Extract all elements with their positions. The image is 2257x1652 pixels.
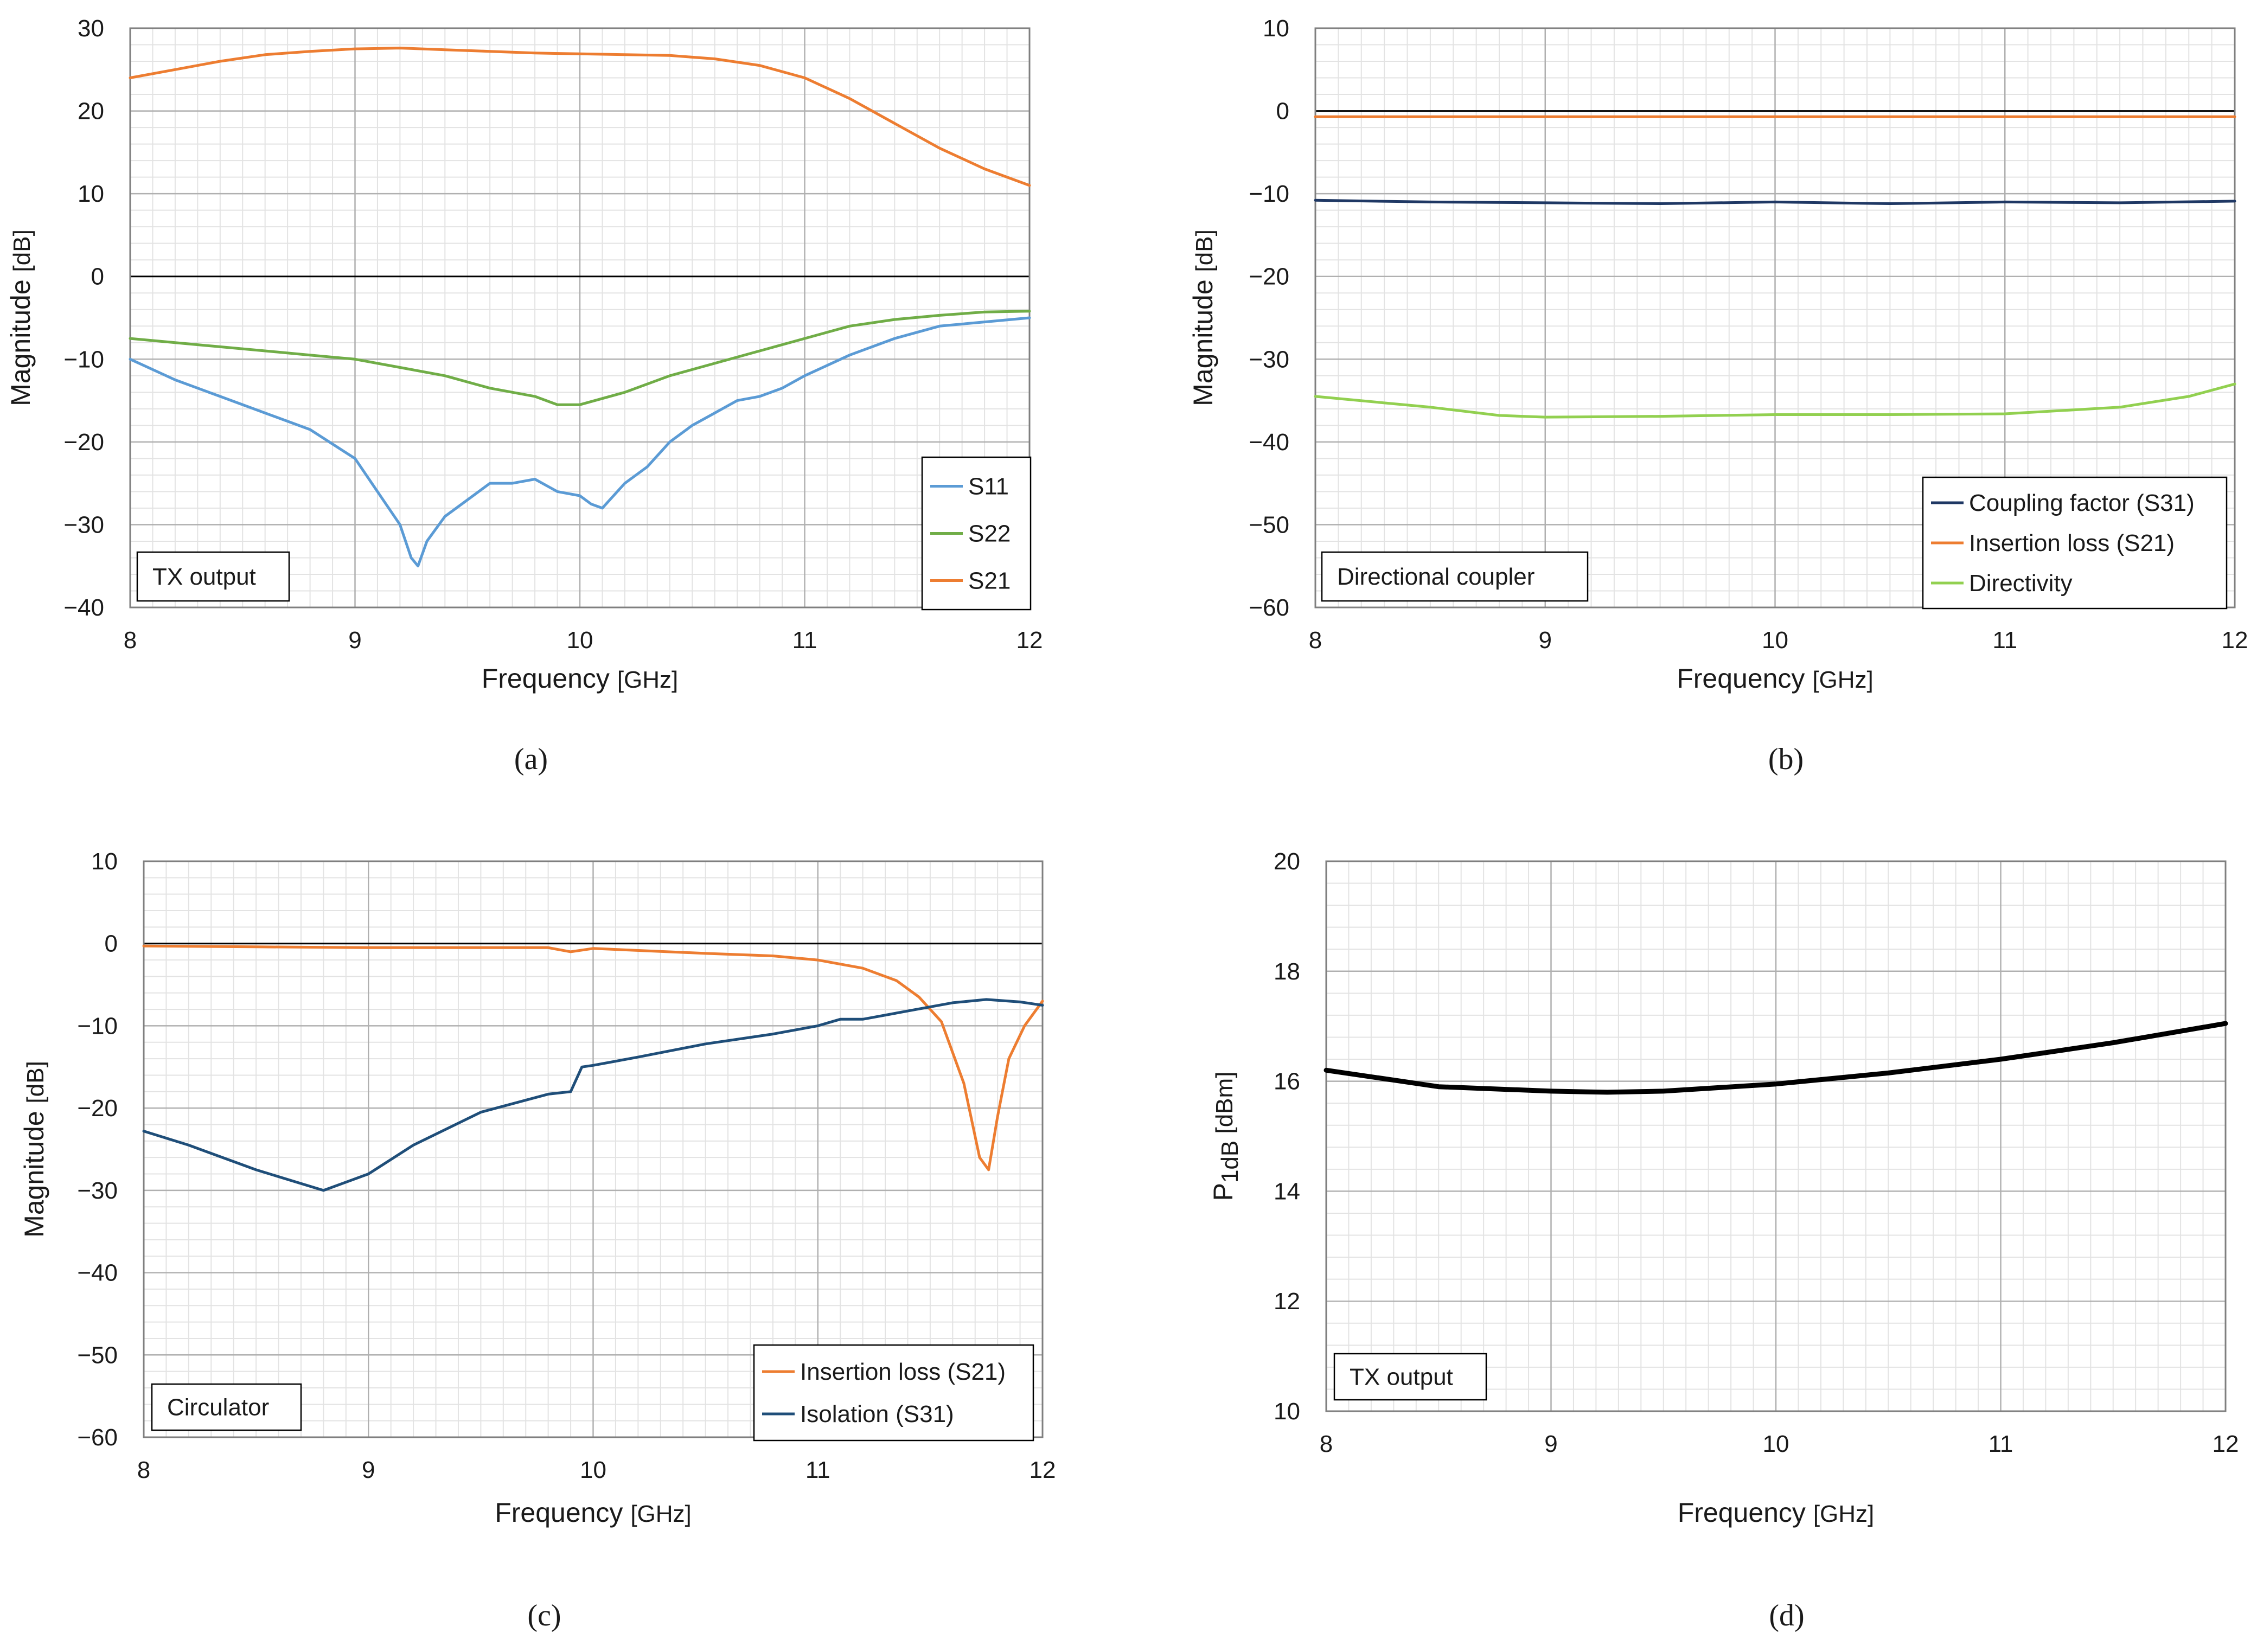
annotation-box [1333, 1353, 1487, 1401]
chart-panel-c: 8 9 10 11 12 −60 −50 −40 −30 −20 −10 0 10 Frequency [… [19, 848, 1056, 1632]
annotation-box [151, 1383, 302, 1431]
panel-label: (b) [1768, 742, 1804, 776]
y-tick-label: −30 [1249, 346, 1289, 373]
y-tick-label: −30 [63, 511, 104, 538]
chart-panel-a: 8 9 10 11 12 −40 −30 −20 −10 0 10 20 30 Frequency [GH… [5, 15, 1043, 776]
legend-entry: Directivity [1969, 570, 2073, 597]
y-tick-label: 30 [78, 15, 104, 42]
x-tick-label: 9 [1544, 1431, 1557, 1457]
panel-label: (c) [527, 1599, 561, 1632]
series-line-coupling-factor-s31 [1314, 199, 2236, 205]
y-tick-label: 0 [105, 931, 118, 957]
y-tick-label: 10 [91, 848, 118, 875]
x-axis-label: Frequency [GHz] [1678, 1497, 1875, 1528]
x-tick-label: 12 [2213, 1431, 2239, 1457]
legend-entry: Coupling factor (S31) [1969, 490, 2195, 516]
series-line-s22 [129, 310, 1031, 406]
legend-box [1922, 476, 2228, 610]
x-tick-label: 12 [1016, 627, 1043, 654]
series-line-s11 [129, 316, 1031, 568]
legend-box [753, 1344, 1034, 1442]
y-tick-label: 16 [1274, 1068, 1300, 1095]
y-tick-label: 12 [1274, 1288, 1300, 1315]
y-axis-label: Magnitude [dB] [1188, 229, 1218, 406]
annotation-label: Directional coupler [1337, 564, 1534, 590]
x-tick-label: 11 [1989, 1431, 2013, 1457]
y-axis-label: Magnitude [dB] [5, 229, 36, 406]
annotation-label: TX output [152, 564, 256, 590]
x-tick-label: 10 [580, 1457, 606, 1483]
y-axis-label: Magnitude [dB] [19, 1061, 49, 1238]
y-tick-label: −20 [63, 429, 104, 456]
y-tick-label: −40 [63, 594, 104, 621]
series-line-s21 [129, 47, 1031, 187]
plot-frame [1325, 860, 2227, 1412]
y-tick-label: −40 [1249, 429, 1289, 456]
x-tick-label: 9 [348, 627, 361, 654]
y-tick-label: −40 [77, 1260, 118, 1286]
y-tick-label: 10 [78, 181, 104, 207]
y-tick-label: −10 [77, 1013, 118, 1039]
legend: S11 S22 S21 [921, 456, 1032, 611]
series-line-insertion-loss-s21 [142, 944, 1044, 1171]
x-axis-label: Frequency [GHz] [495, 1497, 692, 1528]
x-tick-label: 10 [1763, 1431, 1789, 1457]
chart-panel-b: 8 9 10 11 12 −60 −50 −40 −30 −20 −10 0 10 Frequency [… [1188, 15, 2248, 776]
annotation-label: Circulator [167, 1394, 269, 1421]
x-tick-label: 11 [805, 1457, 830, 1483]
legend-entry: Insertion loss (S21) [1969, 530, 2175, 556]
x-axis-label: Frequency [GHz] [482, 663, 679, 694]
y-tick-label: −50 [1249, 511, 1289, 538]
legend-entry: S22 [968, 521, 1011, 547]
y-tick-label: −20 [77, 1095, 118, 1122]
series-line-directivity [1314, 382, 2236, 419]
y-tick-label: −30 [77, 1177, 118, 1204]
panel-label: (a) [514, 742, 548, 776]
x-tick-label: 8 [1309, 627, 1322, 654]
panel-label: (d) [1769, 1599, 1804, 1632]
x-axis-label: Frequency [GHz] [1677, 663, 1874, 694]
legend-entry: S21 [968, 568, 1011, 594]
x-tick-label: 9 [1539, 627, 1552, 654]
annotation-label: TX output [1350, 1364, 1453, 1391]
y-tick-label: 0 [1276, 98, 1289, 125]
y-tick-label: −10 [63, 346, 104, 373]
x-tick-label: 12 [2222, 627, 2248, 654]
x-tick-label: 9 [362, 1457, 375, 1483]
series-line-p1db [1323, 1021, 2228, 1095]
y-tick-label: 18 [1274, 958, 1300, 985]
x-tick-label: 12 [1030, 1457, 1056, 1483]
y-axis-label: P1dB [dBm] [1208, 1072, 1243, 1201]
chart-panel-d: 8 9 10 11 12 10 12 14 16 18 20 Frequency [GHz] P1dB … [1208, 848, 2239, 1632]
annotation-box [136, 551, 290, 602]
y-tick-label: −20 [1249, 264, 1289, 290]
plot-frame [143, 860, 1044, 1438]
annotation-box [1321, 551, 1589, 602]
legend-entry: Isolation (S31) [800, 1401, 954, 1427]
x-tick-label: 8 [137, 1457, 150, 1483]
x-tick-label: 10 [567, 627, 593, 654]
x-tick-label: 8 [1320, 1431, 1333, 1457]
y-tick-label: −60 [1249, 594, 1289, 621]
series-line-isolation-s31 [142, 998, 1044, 1192]
y-tick-label: 20 [78, 98, 104, 125]
x-tick-label: 11 [792, 627, 817, 654]
legend: Insertion loss (S21) Isolation (S31) [753, 1344, 1034, 1442]
x-tick-label: 8 [124, 627, 137, 654]
x-tick-label: 11 [1992, 627, 2017, 654]
y-tick-label: 0 [91, 264, 104, 290]
y-tick-label: 10 [1263, 15, 1289, 42]
y-tick-label: −10 [1249, 181, 1289, 207]
legend-entry: S11 [968, 473, 1009, 500]
x-tick-label: 10 [1762, 627, 1788, 654]
y-tick-label: −50 [77, 1342, 118, 1368]
legend: Coupling factor (S31) Insertion loss (S21… [1922, 476, 2228, 610]
y-tick-label: −60 [77, 1424, 118, 1451]
plot-frame [1314, 27, 2236, 609]
y-tick-label: 20 [1274, 848, 1300, 875]
y-tick-label: 14 [1274, 1178, 1300, 1205]
y-tick-label: 10 [1274, 1398, 1300, 1425]
legend-entry: Insertion loss (S21) [800, 1359, 1006, 1385]
